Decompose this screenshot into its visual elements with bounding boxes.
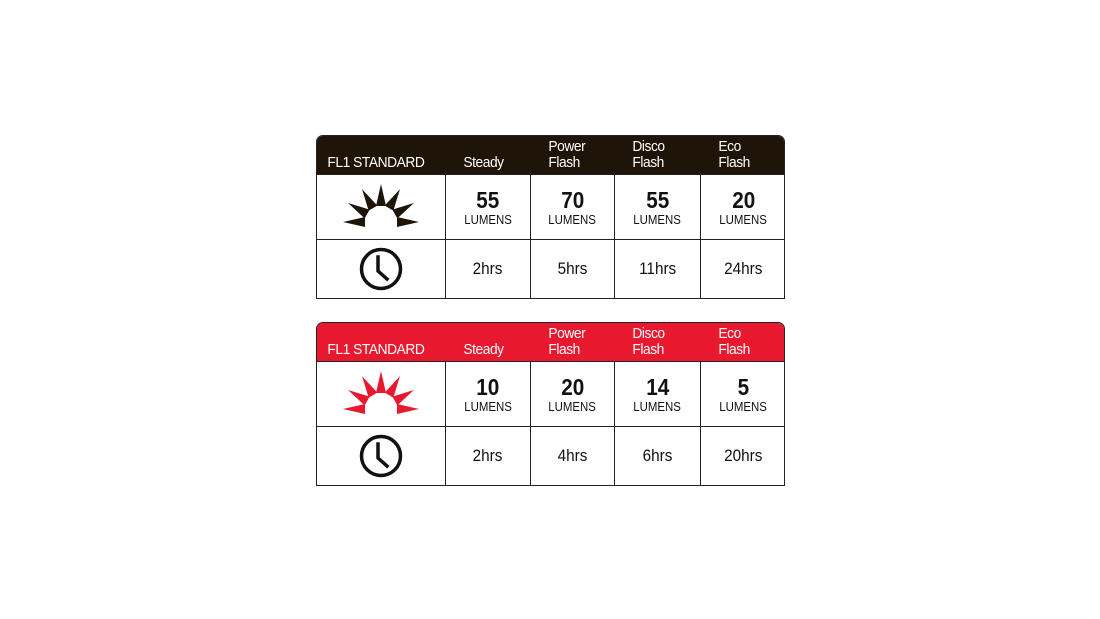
sun-ray xyxy=(397,217,419,227)
sun-ray xyxy=(343,217,365,227)
sun-ray xyxy=(384,376,400,398)
sun-ray xyxy=(376,371,386,393)
runtime-cell: 24hrs xyxy=(700,240,786,298)
lumens-row: 55 LUMENS 70 LUMENS 55 LUMENS 20 LUMENS xyxy=(317,174,784,239)
sun-ray xyxy=(343,404,365,414)
clock-icon xyxy=(317,427,445,485)
runtime-row: 2hrs 4hrs 6hrs 20hrs xyxy=(317,426,784,485)
runtime-cell: 2hrs xyxy=(445,240,530,298)
lumens-cell: 55 LUMENS xyxy=(614,175,700,239)
clock-icon xyxy=(317,240,445,298)
lumens-cell: 20 LUMENS xyxy=(530,362,614,426)
lumens-cell: 14 LUMENS xyxy=(614,362,700,426)
runtime-cell: 20hrs xyxy=(700,427,786,485)
runtime-cell: 5hrs xyxy=(530,240,614,298)
lumens-cell: 70 LUMENS xyxy=(530,175,614,239)
mode-header: Steady xyxy=(463,341,504,358)
sun-ray xyxy=(376,184,386,206)
lumens-row: 10 LUMENS 20 LUMENS 14 LUMENS 5 LUMENS xyxy=(317,361,784,426)
sun-ray xyxy=(384,189,400,211)
sun-rays-icon xyxy=(317,362,445,426)
mode-header: Eco Flash xyxy=(718,325,750,358)
runtime-cell: 2hrs xyxy=(445,427,530,485)
sun-ray xyxy=(392,390,414,406)
mode-header: Power Flash xyxy=(548,325,586,358)
runtime-cell: 11hrs xyxy=(614,240,700,298)
spec-table: FL1 STANDARD Steady Power Flash Disco Flash Ec… xyxy=(316,135,785,299)
sun-rays-icon xyxy=(317,175,445,239)
sun-ray xyxy=(348,390,370,406)
lumens-cell: 10 LUMENS xyxy=(445,362,530,426)
table-header: FL1 STANDARD Steady Power Flash Disco Flash Ec… xyxy=(317,323,784,361)
sun-ray xyxy=(397,404,419,414)
spec-table: FL1 STANDARD Steady Power Flash Disco Flash Ec… xyxy=(316,322,785,486)
runtime-row: 2hrs 5hrs 11hrs 24hrs xyxy=(317,239,784,298)
sun-ray xyxy=(362,376,378,398)
lumens-cell: 5 LUMENS xyxy=(700,362,786,426)
mode-header: Eco Flash xyxy=(718,138,750,171)
runtime-cell: 4hrs xyxy=(530,427,614,485)
product-title: FL1 STANDARD xyxy=(327,154,425,171)
sun-ray xyxy=(392,203,414,219)
table-header: FL1 STANDARD Steady Power Flash Disco Flash Ec… xyxy=(317,136,784,174)
mode-header: Steady xyxy=(463,154,504,171)
runtime-cell: 6hrs xyxy=(614,427,700,485)
mode-header: Disco Flash xyxy=(632,325,665,358)
sun-ray xyxy=(362,189,378,211)
product-title: FL1 STANDARD xyxy=(327,341,425,358)
lumens-cell: 55 LUMENS xyxy=(445,175,530,239)
mode-header: Power Flash xyxy=(548,138,586,171)
lumens-cell: 20 LUMENS xyxy=(700,175,786,239)
mode-header: Disco Flash xyxy=(632,138,665,171)
sun-ray xyxy=(348,203,370,219)
